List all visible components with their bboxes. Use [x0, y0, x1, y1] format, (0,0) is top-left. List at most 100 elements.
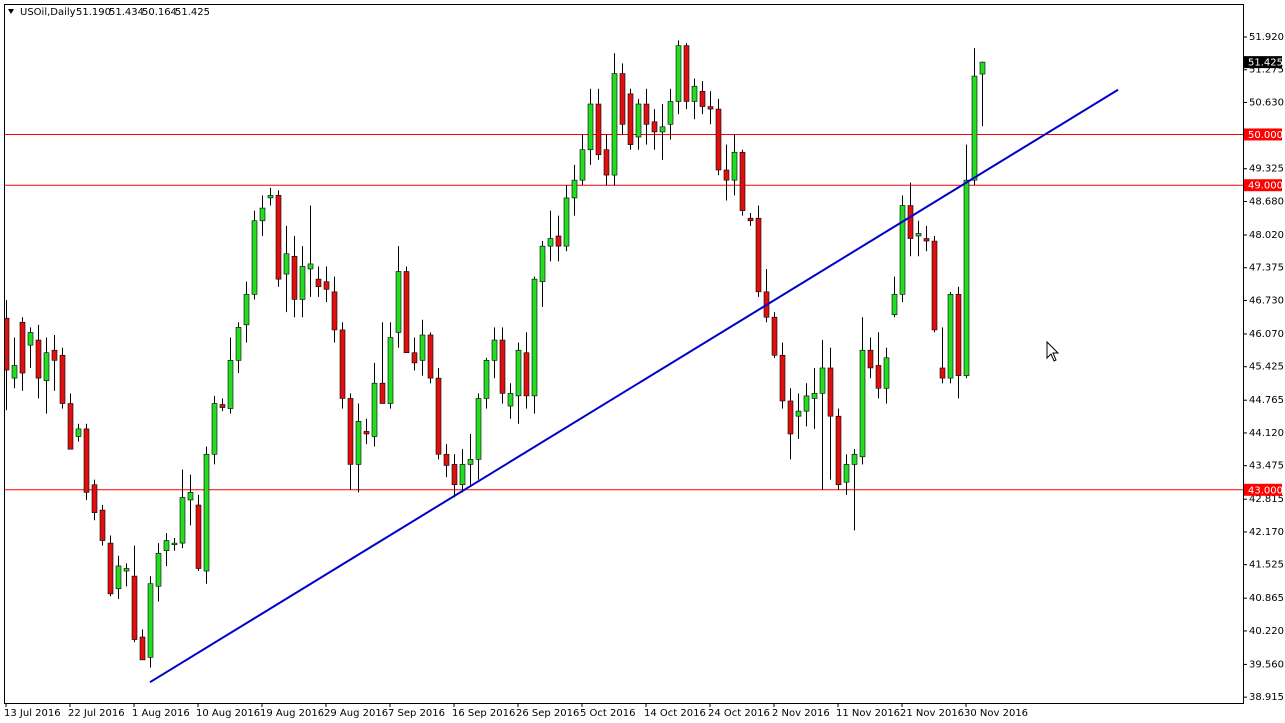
candle-body [843, 464, 850, 483]
candle-body [499, 339, 506, 394]
candle-body [507, 393, 514, 407]
x-tick-label: 22 Jul 2016 [68, 708, 125, 719]
x-tick-label: 13 Jul 2016 [4, 708, 61, 719]
candle-body [723, 169, 730, 181]
plot-area [5, 40, 1243, 684]
candle-body [939, 367, 946, 379]
candle-body [923, 238, 930, 242]
x-tick-label: 7 Sep 2016 [388, 708, 445, 719]
y-tick-label: 49.325 [1249, 164, 1284, 175]
candle-body [91, 484, 98, 513]
candle-body [587, 103, 594, 150]
candle-body [403, 271, 410, 354]
candle-body [515, 349, 522, 397]
price-tag-label: 43.000 [1248, 485, 1283, 496]
candle-body [139, 636, 146, 661]
candle-body [811, 393, 818, 399]
candle-body [835, 415, 842, 486]
last-price-label: 51.425 [1248, 58, 1283, 69]
candle-body [307, 263, 314, 270]
menu-arrow[interactable] [8, 9, 14, 14]
price-tag [1244, 483, 1282, 496]
x-tick-label: 2 Nov 2016 [772, 708, 830, 719]
candle-body [179, 497, 186, 544]
candle-body [347, 398, 354, 465]
candle-body [419, 334, 426, 361]
candle-body [339, 329, 346, 399]
candle-body [203, 453, 210, 572]
candle-body [667, 101, 674, 125]
candle-body [451, 464, 458, 486]
candle-body [707, 106, 714, 110]
candle-body [187, 492, 194, 501]
y-tick-label: 46.070 [1249, 329, 1284, 340]
x-tick-label: 16 Sep 2016 [452, 708, 515, 719]
x-tick-label: 29 Aug 2016 [324, 708, 388, 719]
last-price-tag [1244, 56, 1282, 69]
candle-body [107, 542, 114, 595]
y-tick-label: 43.475 [1249, 461, 1284, 472]
candle-body [43, 352, 50, 381]
x-tick-label: 14 Oct 2016 [644, 708, 706, 719]
candle-body [891, 294, 898, 315]
candle-body [803, 395, 810, 412]
candle-body [899, 205, 906, 295]
price-tag [1244, 179, 1282, 192]
y-tick-label: 40.220 [1249, 626, 1284, 637]
price-tag-label: 50.000 [1248, 130, 1283, 141]
candle-body [867, 349, 874, 369]
x-tick-label: 19 Aug 2016 [260, 708, 324, 719]
x-tick-label: 26 Sep 2016 [516, 708, 579, 719]
candle-body [99, 509, 106, 541]
candle-body [275, 195, 282, 280]
candle-body [603, 149, 610, 176]
candle-body [955, 294, 962, 376]
candle-body [619, 73, 626, 125]
candle-body [67, 403, 74, 450]
y-tick-label: 47.375 [1249, 263, 1284, 274]
candle-body [291, 255, 298, 300]
candle-body [691, 85, 698, 102]
candle-body [75, 428, 82, 437]
candle-body [283, 253, 290, 275]
candle-body [443, 453, 450, 466]
candle-body [699, 91, 706, 107]
candle-body [59, 354, 66, 404]
candle-body [827, 367, 834, 417]
y-tick-label: 39.560 [1249, 659, 1284, 670]
candle-body [171, 542, 178, 545]
candle-body [651, 121, 658, 133]
candle-body [731, 151, 738, 181]
candle-body [459, 464, 466, 486]
candle-body [595, 103, 602, 156]
x-tick-label: 30 Nov 2016 [964, 708, 1028, 719]
trend-line [149, 88, 1119, 684]
y-tick-label: 48.020 [1249, 230, 1284, 241]
price-tag [1244, 128, 1282, 141]
candle-body [659, 126, 666, 133]
candle-body [627, 93, 634, 145]
candle-body [467, 459, 474, 465]
candle-body [523, 352, 530, 397]
candle-body [411, 352, 418, 364]
candle-body [331, 291, 338, 331]
y-tick-label: 42.170 [1249, 527, 1284, 538]
price-tag-label: 49.000 [1248, 181, 1283, 192]
candle-body [915, 233, 922, 237]
header-value: 50.164 [142, 7, 177, 18]
y-tick-label: 51.275 [1249, 65, 1284, 76]
candle-body [875, 365, 882, 389]
candle-body [27, 332, 34, 346]
x-tick-label: 24 Oct 2016 [708, 708, 770, 719]
y-tick-label: 44.765 [1249, 395, 1284, 406]
candle-body [571, 179, 578, 199]
header-value: 51.434 [109, 7, 144, 18]
candle-body [83, 428, 90, 493]
candle-body [371, 382, 378, 437]
y-tick-label: 46.730 [1249, 295, 1284, 306]
candle-body [611, 73, 618, 176]
candle-body [123, 568, 130, 572]
y-tick-label: 48.680 [1249, 196, 1284, 207]
